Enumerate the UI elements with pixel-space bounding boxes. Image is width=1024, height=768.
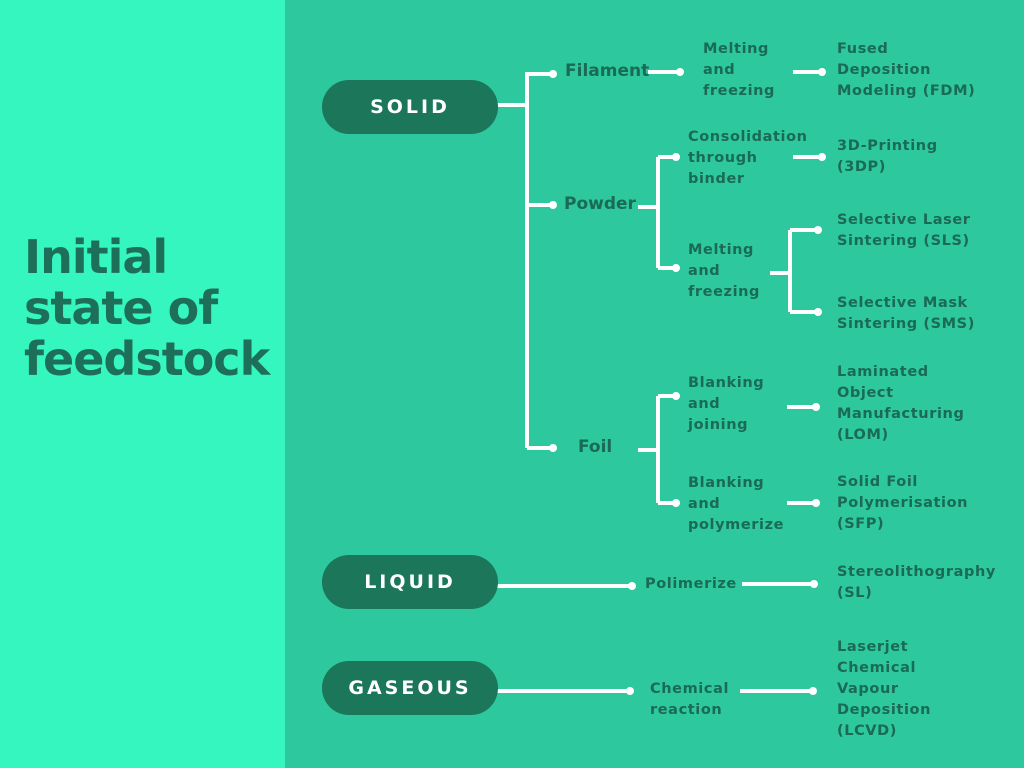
- method-lom: Laminated Object Manufacturing (LOM): [837, 362, 964, 446]
- process-foil-joining: Blanking and joining: [688, 373, 764, 436]
- state-gaseous-pill: GASEOUS: [322, 661, 498, 715]
- method-sls: Selective Laser Sintering (SLS): [837, 210, 971, 252]
- text-line: freezing: [703, 83, 776, 99]
- text-line: Vapour: [837, 681, 899, 697]
- text-line: (LCVD): [837, 723, 897, 739]
- text-line: and: [688, 263, 721, 279]
- text-line: Laminated: [837, 364, 929, 380]
- method-sfp: Solid Foil Polymerisation (SFP): [837, 472, 968, 535]
- state-liquid-pill: LIQUID: [322, 555, 498, 609]
- text-line: Modeling (FDM): [837, 83, 976, 99]
- state-solid-pill: SOLID: [322, 80, 498, 134]
- text-line: 3D-Printing: [837, 138, 938, 154]
- text-line: Fused: [837, 41, 889, 57]
- text-line: Sintering (SMS): [837, 316, 975, 332]
- process-liquid-polimerize: Polimerize: [645, 574, 737, 595]
- text-line: Stereolithography: [837, 564, 996, 580]
- text-line: (SFP): [837, 516, 885, 532]
- text-line: polymerize: [688, 517, 785, 533]
- method-lcvd: Laserjet Chemical Vapour Deposition (LCV…: [837, 637, 931, 742]
- text-line: through: [688, 150, 758, 166]
- text-line: Chemical: [837, 660, 917, 676]
- text-line: (LOM): [837, 427, 889, 443]
- text-line: Sintering (SLS): [837, 233, 970, 249]
- text-line: Melting: [688, 242, 755, 258]
- text-line: Blanking: [688, 475, 765, 491]
- method-3dp: 3D-Printing (3DP): [837, 136, 938, 178]
- text-line: Chemical: [650, 681, 730, 697]
- process-powder-melting: Melting and freezing: [688, 240, 760, 303]
- method-fdm: Fused Deposition Modeling (FDM): [837, 39, 975, 102]
- text-line: binder: [688, 171, 745, 187]
- text-line: Selective Mask: [837, 295, 968, 311]
- left-panel: [0, 0, 285, 768]
- text-line: (3DP): [837, 159, 887, 175]
- text-line: joining: [688, 417, 749, 433]
- text-line: and: [688, 496, 721, 512]
- form-powder-label: Powder: [564, 194, 636, 214]
- text-line: Blanking: [688, 375, 765, 391]
- text-line: Melting: [703, 41, 770, 57]
- text-line: and: [688, 396, 721, 412]
- process-foil-polymerize: Blanking and polymerize: [688, 473, 784, 536]
- text-line: Polymerisation: [837, 495, 969, 511]
- text-line: Laserjet: [837, 639, 909, 655]
- method-sl: Stereolithography (SL): [837, 562, 996, 604]
- page-title: Initial state of feedstock: [24, 230, 270, 386]
- text-line: reaction: [650, 702, 723, 718]
- text-line: Consolidation: [688, 129, 808, 145]
- text-line: Polimerize: [645, 576, 737, 592]
- text-line: Deposition: [837, 62, 931, 78]
- text-line: (SL): [837, 585, 873, 601]
- text-line: Deposition: [837, 702, 931, 718]
- process-gaseous-reaction: Chemical reaction: [650, 679, 729, 721]
- form-foil-label: Foil: [578, 437, 613, 457]
- method-sms: Selective Mask Sintering (SMS): [837, 293, 975, 335]
- text-line: Object: [837, 385, 894, 401]
- process-filament-melting: Melting and freezing: [703, 39, 775, 102]
- title-line: feedstock: [24, 332, 270, 386]
- text-line: Manufacturing: [837, 406, 965, 422]
- text-line: freezing: [688, 284, 761, 300]
- title-line: state of: [24, 281, 218, 335]
- text-line: and: [703, 62, 736, 78]
- form-filament-label: Filament: [565, 61, 650, 81]
- process-powder-binder: Consolidation through binder: [688, 127, 808, 190]
- text-line: Solid Foil: [837, 474, 918, 490]
- title-line: Initial: [24, 230, 168, 284]
- text-line: Selective Laser: [837, 212, 971, 228]
